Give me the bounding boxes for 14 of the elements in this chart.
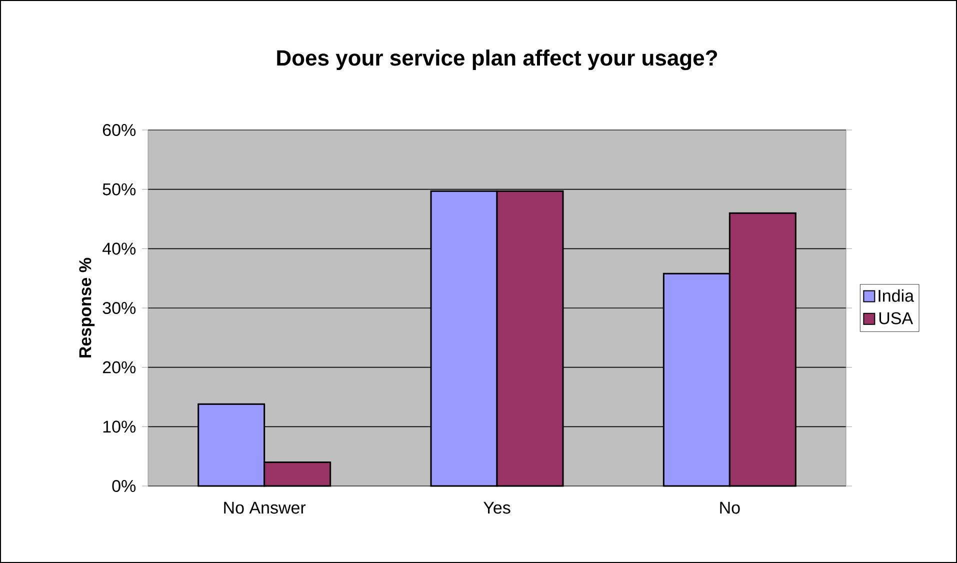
legend-label: India [878,289,914,302]
x-tick-label: No Answer [224,502,306,514]
y-axis-title: Response % [79,258,95,358]
y-tick-label: 60% [102,124,136,136]
y-tick-label: 10% [103,420,136,433]
y-tick-label: 30% [102,302,136,314]
chart-title: Does your service plan affect your usage? [277,50,718,70]
y-tick-label: 0% [112,480,136,492]
y-tick-label: 40% [102,242,136,255]
y-tick-label: 50% [102,183,136,196]
x-tick-label: No [720,502,740,514]
y-tick-label: 20% [102,361,136,374]
legend-label: USA [879,312,914,324]
x-tick-label: Yes [484,502,510,514]
